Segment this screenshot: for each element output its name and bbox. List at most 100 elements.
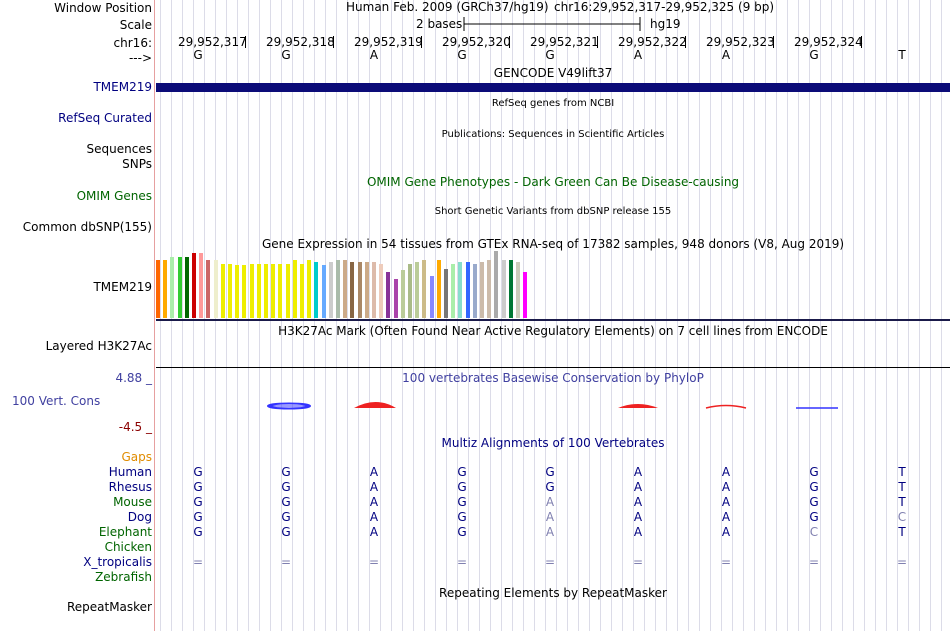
gtex-tissue-bar[interactable]: [350, 262, 355, 318]
label-common-dbsnp[interactable]: Common dbSNP(155): [22, 220, 152, 234]
gridline: [160, 0, 161, 631]
species-label[interactable]: Zebrafish: [95, 570, 152, 584]
gridline: [292, 0, 293, 631]
gtex-tissue-bar[interactable]: [213, 260, 218, 318]
gtex-tissue-bar[interactable]: [494, 251, 499, 318]
position-tick: [773, 36, 774, 48]
gtex-tissue-bar[interactable]: [249, 264, 254, 318]
gtex-tissue-bar[interactable]: [292, 260, 297, 318]
gtex-tissue-bar[interactable]: [487, 260, 492, 318]
label-gaps[interactable]: Gaps: [121, 450, 152, 464]
gtex-tissue-bar[interactable]: [156, 260, 160, 318]
position-tick: [421, 36, 422, 48]
gtex-tissue-bar[interactable]: [508, 260, 513, 318]
label-layered-h3k27ac[interactable]: Layered H3K27Ac: [45, 339, 152, 353]
gtex-tissue-bar[interactable]: [163, 260, 168, 318]
label-omim-genes[interactable]: OMIM Genes: [76, 189, 152, 203]
gridline: [721, 0, 722, 631]
gtex-tissue-bar[interactable]: [285, 264, 290, 318]
gtex-tissue-bar[interactable]: [307, 260, 312, 318]
gtex-tissue-bar[interactable]: [379, 264, 384, 318]
species-label[interactable]: Chicken: [104, 540, 152, 554]
gtex-tissue-bar[interactable]: [206, 260, 211, 318]
gtex-tissue-bar[interactable]: [472, 264, 477, 318]
gtex-tissue-bar[interactable]: [321, 265, 326, 318]
species-label[interactable]: Dog: [127, 510, 152, 524]
dbsnp-title: Short Genetic Variants from dbSNP releas…: [434, 206, 672, 217]
gtex-tissue-bar[interactable]: [343, 260, 348, 318]
gridline: [919, 0, 920, 631]
label-repeatmasker[interactable]: RepeatMasker: [66, 600, 152, 614]
label-scale: Scale: [119, 18, 152, 32]
gridline: [710, 0, 711, 631]
gtex-gene-label[interactable]: TMEM219: [93, 280, 152, 294]
gtex-tissue-bar[interactable]: [235, 265, 240, 318]
gtex-tissue-bar[interactable]: [170, 257, 175, 318]
gtex-bar-chart[interactable]: [156, 250, 556, 318]
gene-label-tmem219[interactable]: TMEM219: [93, 80, 152, 94]
alignment-base: G: [457, 465, 467, 479]
gtex-tissue-bar[interactable]: [436, 260, 441, 318]
gtex-tissue-bar[interactable]: [458, 262, 463, 318]
gtex-tissue-bar[interactable]: [408, 264, 412, 318]
gtex-tissue-bar[interactable]: [357, 262, 362, 318]
gtex-tissue-bar[interactable]: [400, 270, 405, 318]
gtex-tissue-bar[interactable]: [177, 257, 182, 318]
gtex-tissue-bar[interactable]: [501, 260, 506, 318]
label-refseq-curated[interactable]: RefSeq Curated: [58, 111, 152, 125]
alignment-base: =: [456, 555, 468, 569]
gtex-tissue-bar[interactable]: [451, 264, 456, 318]
alignment-base: A: [369, 495, 379, 509]
gtex-tissue-bar[interactable]: [393, 279, 398, 318]
gtex-tissue-bar[interactable]: [444, 269, 448, 318]
species-label[interactable]: Mouse: [113, 495, 152, 509]
gtex-tissue-bar[interactable]: [271, 264, 276, 318]
gridline: [875, 0, 876, 631]
gtex-tissue-bar[interactable]: [264, 264, 268, 318]
alignment-base: G: [809, 465, 819, 479]
gtex-tissue-bar[interactable]: [328, 262, 333, 318]
gtex-tissue-bar[interactable]: [429, 276, 434, 318]
gtex-tissue-bar[interactable]: [228, 264, 232, 318]
gtex-tissue-bar[interactable]: [278, 264, 283, 318]
gtex-tissue-bar[interactable]: [465, 262, 470, 318]
gtex-tissue-bar[interactable]: [422, 260, 427, 318]
alignment-base: G: [545, 480, 555, 494]
gtex-tissue-bar[interactable]: [523, 272, 528, 318]
alignment-base: A: [369, 525, 379, 539]
gtex-tissue-bar[interactable]: [415, 262, 420, 318]
gtex-tissue-bar[interactable]: [336, 260, 340, 318]
gtex-tissue-bar[interactable]: [256, 264, 261, 318]
gtex-tissue-bar[interactable]: [480, 262, 484, 318]
position-title[interactable]: chr16:29,952,317-29,952,325 (9 bp): [554, 0, 775, 14]
gtex-tissue-bar[interactable]: [184, 257, 189, 318]
strand-arrow[interactable]: --->: [128, 51, 152, 65]
base: G: [545, 48, 555, 62]
gtex-tissue-bar[interactable]: [386, 272, 391, 318]
base: A: [633, 48, 643, 62]
label-sequences[interactable]: Sequences: [86, 142, 152, 156]
gtex-tissue-bar[interactable]: [314, 262, 319, 318]
gtex-tissue-bar[interactable]: [199, 253, 204, 318]
species-label[interactable]: Rhesus: [108, 480, 152, 494]
gridline: [347, 0, 348, 631]
position-tick: [597, 36, 598, 48]
gridline: [545, 0, 546, 631]
gtex-tissue-bar[interactable]: [242, 265, 247, 318]
gtex-tissue-bar[interactable]: [192, 253, 196, 318]
base: G: [281, 48, 291, 62]
species-label[interactable]: Elephant: [98, 525, 152, 539]
label-100-vert-cons[interactable]: 100 Vert. Cons: [12, 394, 101, 408]
alignment-base: G: [193, 495, 203, 509]
species-label[interactable]: X_tropicalis: [83, 555, 152, 569]
alignment-base: T: [898, 525, 906, 539]
alignment-base: =: [632, 555, 644, 569]
gtex-tissue-bar[interactable]: [364, 262, 369, 318]
gtex-tissue-bar[interactable]: [516, 262, 520, 318]
species-label[interactable]: Human: [108, 465, 152, 479]
gtex-tissue-bar[interactable]: [220, 264, 225, 318]
gtex-tissue-bar[interactable]: [372, 262, 376, 318]
label-snps[interactable]: SNPs: [122, 157, 152, 171]
gene-bar-tmem219[interactable]: [156, 83, 950, 92]
gtex-tissue-bar[interactable]: [300, 264, 304, 318]
